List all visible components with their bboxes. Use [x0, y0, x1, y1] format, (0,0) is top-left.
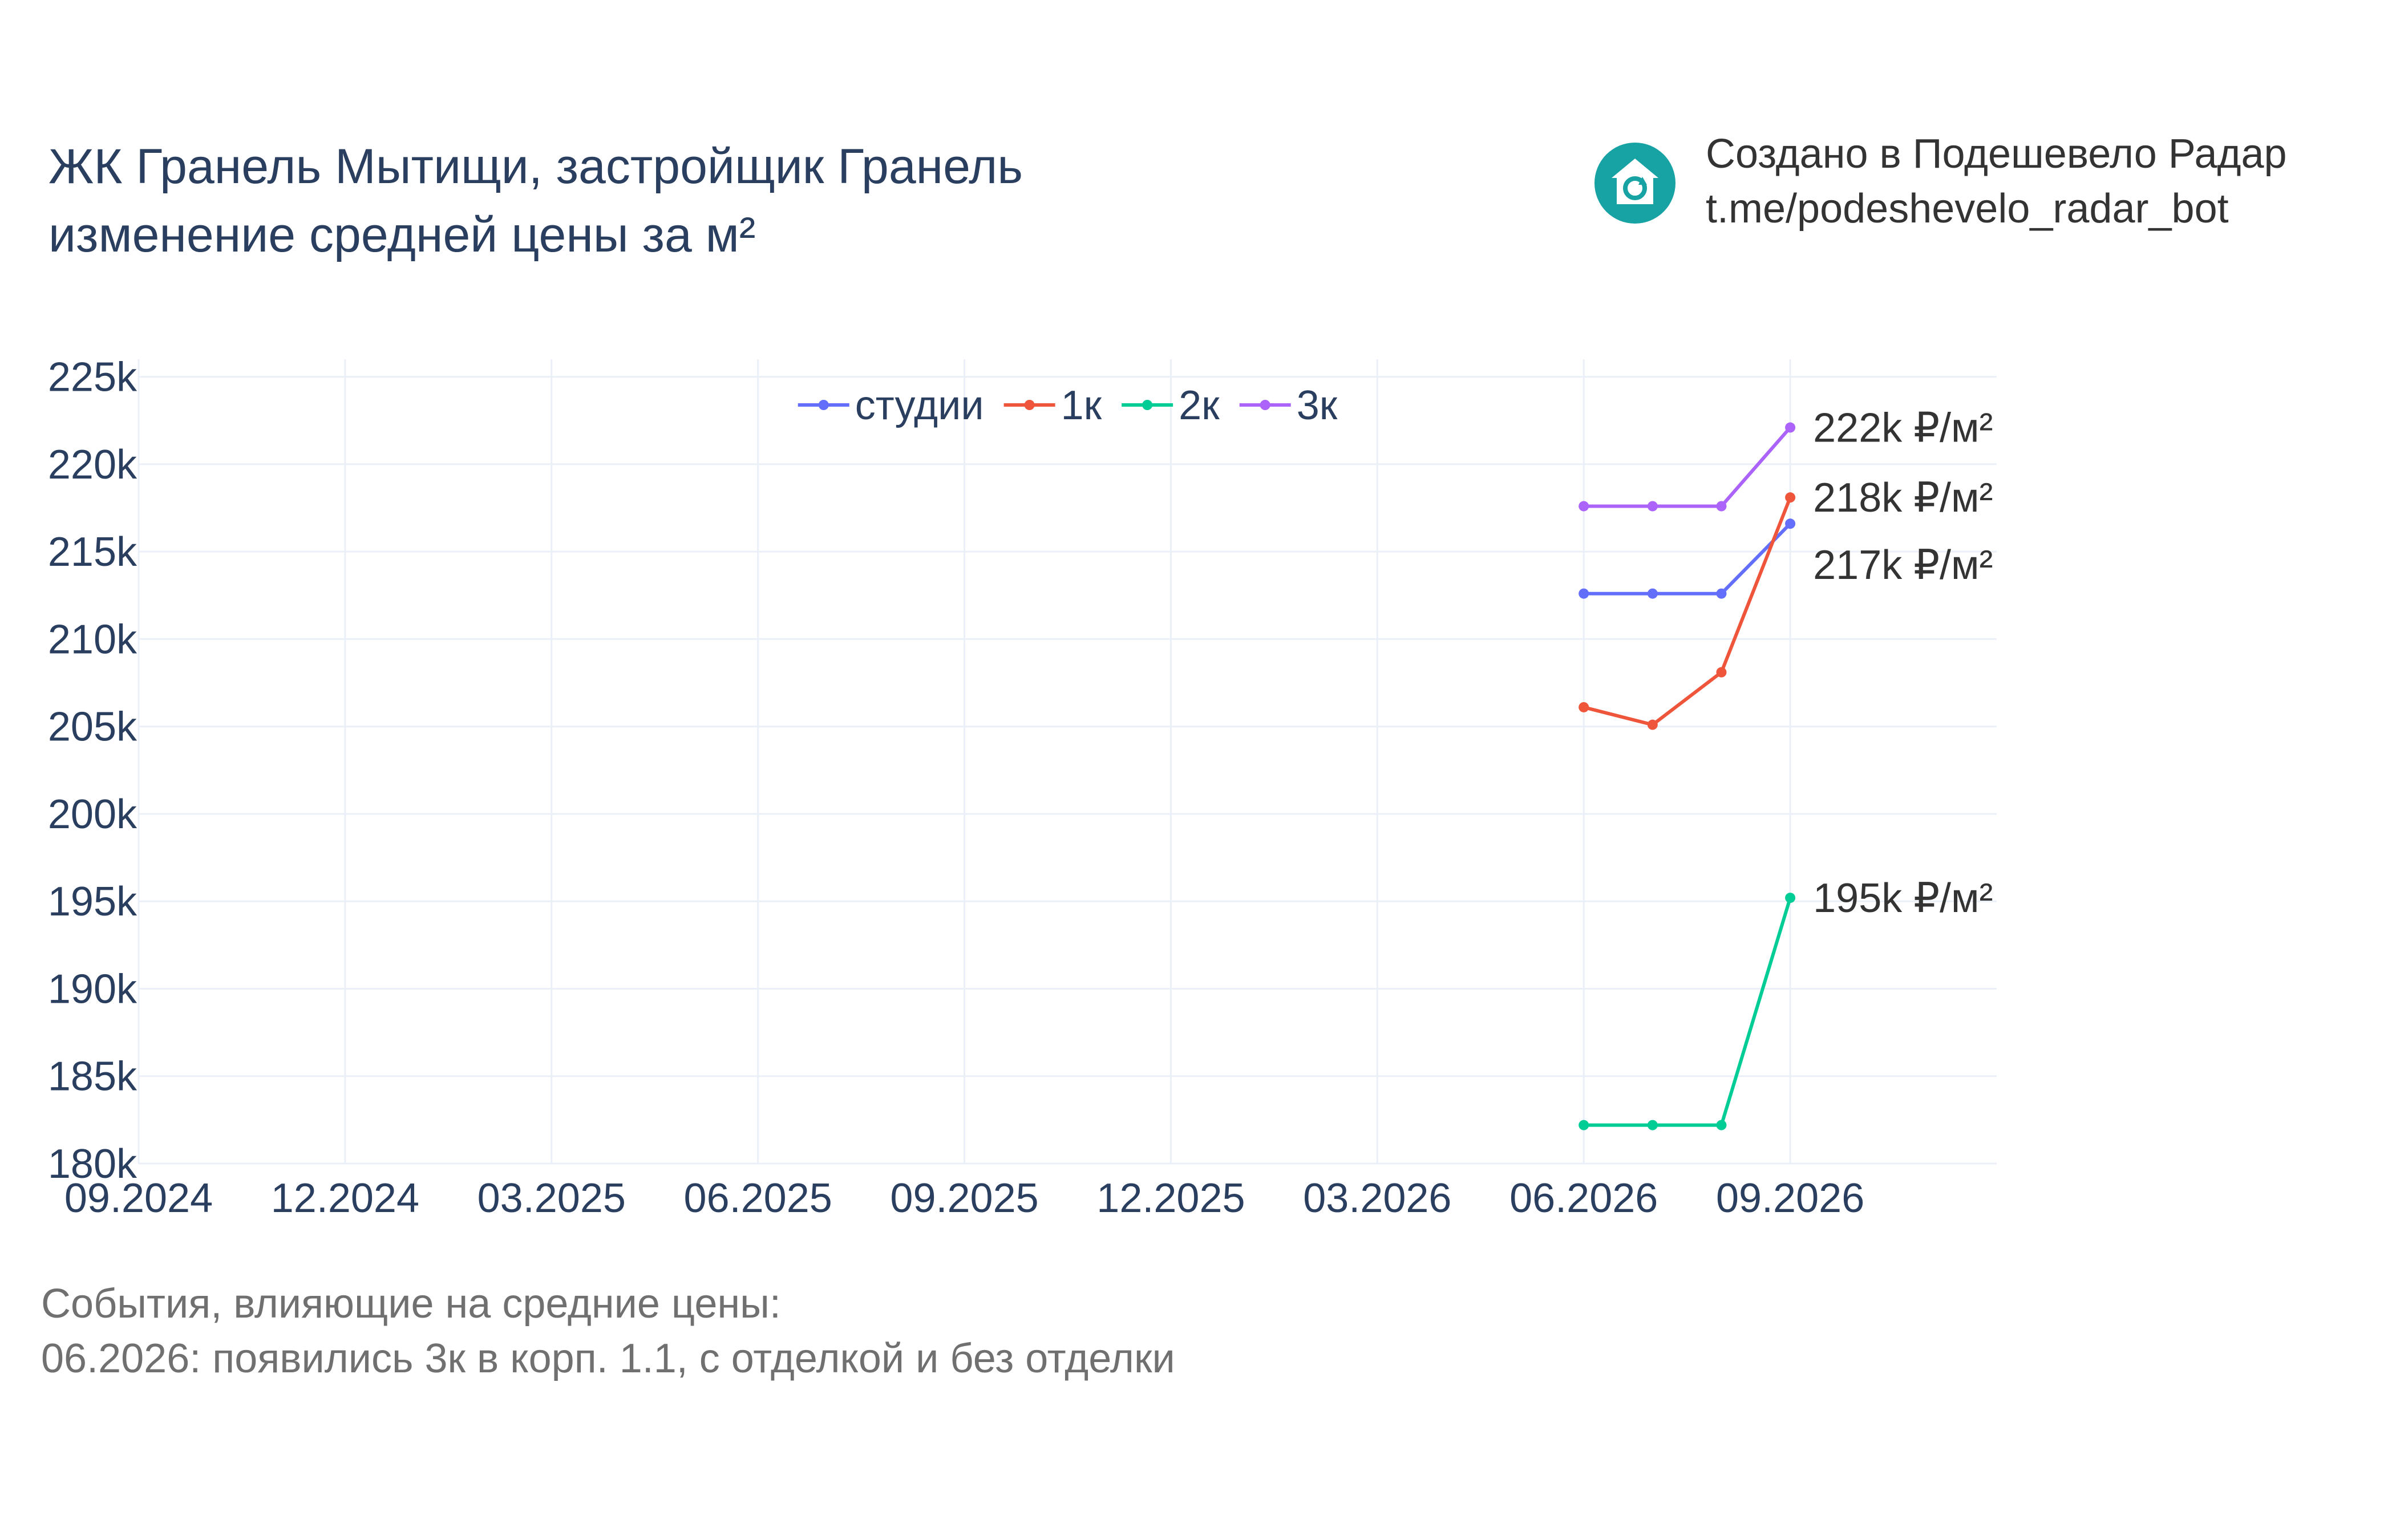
legend-marker — [1260, 400, 1270, 410]
data-point — [1785, 422, 1796, 433]
x-tick-label: 12.2024 — [271, 1176, 419, 1221]
events-note-item: 06.2026: появились 3к в корп. 1.1, с отд… — [41, 1336, 1175, 1381]
data-point — [1647, 1120, 1658, 1130]
brand-line-1: Создано в Подешевело Радар — [1706, 131, 2287, 177]
y-tick-label: 195k — [48, 879, 137, 925]
events-note-heading: События, влияющие на средние цены: — [41, 1281, 781, 1327]
brand-credit: Создано в Подешевело Радар t.me/podeshev… — [1706, 127, 2287, 236]
series-line — [1584, 897, 1792, 1127]
series-line — [1584, 426, 1792, 508]
legend-marker — [1142, 400, 1153, 410]
y-tick-label: 200k — [48, 792, 137, 837]
legend[interactable]: студии 1к 2к 3к — [798, 383, 1338, 428]
x-axis-ticks: 09.2024 12.2024 03.2025 06.2025 09.2025 12.20… — [64, 1176, 1864, 1221]
y-tick-label: 180k — [48, 1141, 137, 1187]
legend-item[interactable]: 3к — [1239, 383, 1338, 428]
data-point — [1579, 501, 1589, 512]
x-tick-label: 06.2025 — [684, 1176, 832, 1221]
title-line-2: изменение средней цены за м² — [48, 208, 756, 262]
y-tick-label: 205k — [48, 704, 137, 750]
x-tick-label: 09.2024 — [64, 1176, 213, 1221]
data-point — [1647, 719, 1658, 730]
title-line-1: ЖК Гранель Мытищи, застройщик Гранель — [48, 139, 1023, 194]
legend-label: 1к — [1061, 383, 1102, 428]
data-point — [1785, 492, 1796, 503]
end-value-label: 222k ₽/м² — [1813, 406, 1993, 451]
y-tick-label: 215k — [48, 529, 137, 575]
data-point — [1785, 518, 1796, 529]
legend-label: студии — [855, 383, 984, 428]
legend-item[interactable]: 2к — [1122, 383, 1220, 428]
series-line — [1584, 522, 1792, 595]
data-point — [1579, 702, 1589, 712]
data-point — [1785, 893, 1796, 903]
house-refresh-icon — [1594, 143, 1675, 224]
y-tick-label: 185k — [48, 1054, 137, 1100]
data-point — [1579, 1120, 1589, 1130]
data-point — [1579, 588, 1589, 599]
end-value-label: 218k ₽/м² — [1813, 475, 1993, 521]
data-point — [1716, 1120, 1727, 1130]
legend-marker — [1024, 400, 1035, 410]
legend-item[interactable]: 1к — [1003, 383, 1102, 428]
y-tick-label: 220k — [48, 442, 137, 488]
x-tick-label: 03.2026 — [1303, 1176, 1451, 1221]
legend-label: 3к — [1297, 383, 1338, 428]
legend-marker — [818, 400, 829, 410]
data-point — [1647, 588, 1658, 599]
y-axis-ticks: 180k 185k 190k 195k 200k 205k 210k 215k 220k 225k — [48, 355, 137, 1187]
y-tick-label: 190k — [48, 966, 137, 1012]
end-labels: 222k ₽/м² 218k ₽/м² 217k ₽/м² 195k ₽/м² — [1813, 406, 1993, 922]
y-tick-label: 210k — [48, 617, 137, 662]
gridlines — [137, 359, 1997, 1165]
x-tick-label: 12.2025 — [1096, 1176, 1245, 1221]
end-value-label: 217k ₽/м² — [1813, 542, 1993, 588]
events-note: События, влияющие на средние цены: 06.20… — [41, 1276, 1175, 1386]
series-line — [1583, 497, 1792, 727]
end-value-label: 195k ₽/м² — [1813, 876, 1993, 921]
series-group — [1579, 422, 1796, 1130]
brand-link[interactable]: t.me/podeshevelo_radar_bot — [1706, 186, 2229, 232]
legend-label: 2к — [1179, 383, 1220, 428]
x-tick-label: 09.2025 — [890, 1176, 1038, 1221]
data-point — [1716, 667, 1727, 678]
y-tick-label: 225k — [48, 355, 137, 400]
legend-item[interactable]: студии — [798, 383, 984, 428]
x-tick-label: 03.2025 — [477, 1176, 626, 1221]
x-tick-label: 09.2026 — [1716, 1176, 1864, 1221]
x-tick-label: 06.2026 — [1509, 1176, 1658, 1221]
chart-title: ЖК Гранель Мытищи, застройщик Гранель из… — [48, 132, 1023, 269]
data-point — [1647, 501, 1658, 512]
data-point — [1716, 501, 1727, 512]
data-point — [1716, 588, 1727, 599]
